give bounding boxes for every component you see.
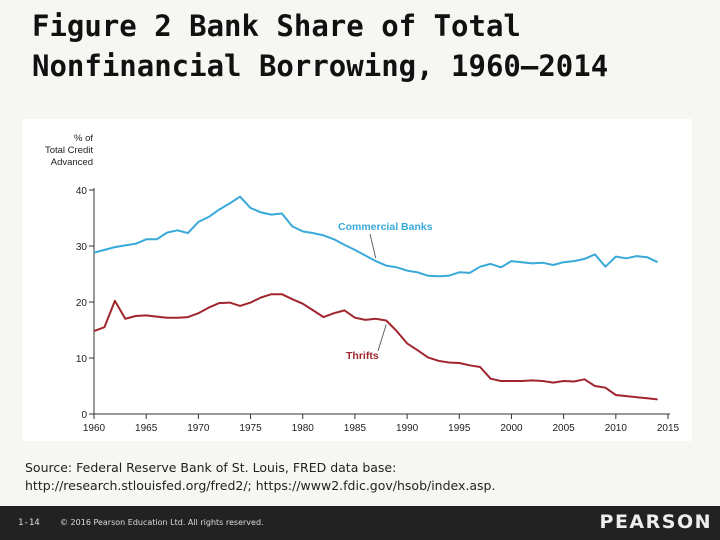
series-line-thrifts [93,293,658,401]
series-line-commercial-banks [93,195,659,278]
x-tick-label: 1960 [83,423,106,434]
source-note: Source: Federal Reserve Bank of St. Loui… [25,459,705,495]
y-axis-label-line: Total Credit [45,145,93,156]
slide-title-line-1: Figure 2 Bank Share of Total [32,9,521,43]
footer-bar: 1-14 © 2016 Pearson Education Ltd. All r… [0,506,720,540]
slide-title: Figure 2 Bank Share of Total Nonfinancia… [32,6,712,86]
x-tick-label: 1995 [448,423,471,434]
y-axis-label-line: % of [74,133,93,144]
annotation-label-2: Thrifts [346,350,379,362]
x-tick-label: 2015 [657,423,680,434]
y-tick-label: 0 [81,410,87,421]
annotation-leader-1 [369,233,377,259]
y-tick-label: 20 [76,298,88,309]
x-tick-label: 1980 [292,423,315,434]
x-tick-label: 2010 [605,423,628,434]
slide-title-line-2: Nonfinancial Borrowing, 1960–2014 [32,49,609,83]
source-line-1: Source: Federal Reserve Bank of St. Loui… [25,460,397,475]
pearson-logo: PEARSON [599,511,712,533]
line-chart: 0 10 20 30 40 1960 1965 1970 1975 1980 1985 1990 199… [45,133,680,434]
copyright-notice: © 2016 Pearson Education Ltd. All rights… [60,518,264,527]
y-tick-label: 30 [76,242,88,253]
y-axis-label-line: Advanced [51,157,93,168]
x-tick-label: 2005 [553,423,576,434]
annotation-leader-2 [377,324,387,352]
y-tick-label: 10 [76,354,88,365]
x-tick-label: 1985 [344,423,367,434]
x-tick-label: 1965 [135,423,158,434]
x-tick-label: 1975 [239,423,262,434]
y-tick-label: 40 [76,186,88,197]
chart-panel: 0 10 20 30 40 1960 1965 1970 1975 1980 1985 1990 199… [22,119,692,441]
x-tick-label: 1970 [187,423,210,434]
x-tick-label: 2000 [500,423,523,434]
source-line-2: http://research.stlouisfed.org/fred2/; h… [25,478,496,493]
annotation-label-1: Commercial Banks [338,221,433,233]
slide-number: 1-14 [18,518,40,528]
x-tick-label: 1990 [396,423,419,434]
